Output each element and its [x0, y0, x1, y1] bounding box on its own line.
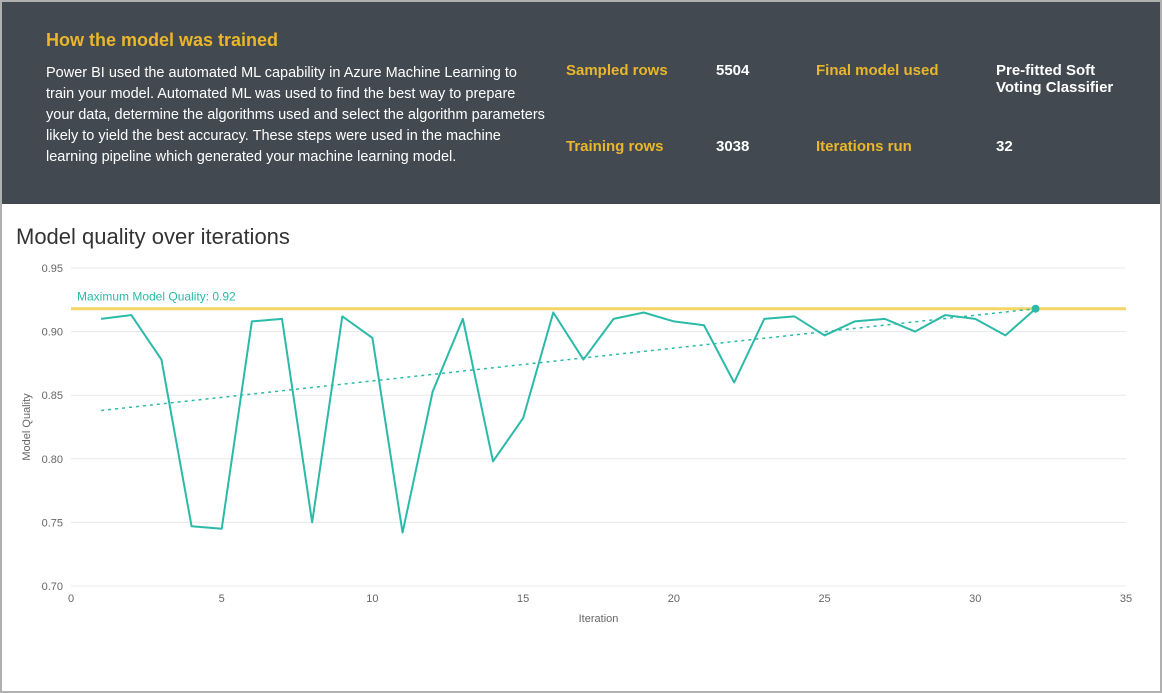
stat-iterations-label: Iterations run — [816, 138, 986, 169]
chart-title: Model quality over iterations — [16, 224, 1146, 250]
svg-text:0.70: 0.70 — [42, 581, 63, 593]
svg-text:25: 25 — [818, 593, 830, 605]
stat-sampled-value: 5504 — [716, 62, 806, 110]
chart-section: Model quality over iterations 0.700.750.… — [2, 204, 1160, 638]
svg-text:15: 15 — [517, 593, 529, 605]
svg-text:0.90: 0.90 — [42, 327, 63, 339]
training-stats-grid: Sampled rows 5504 Final model used Pre-f… — [566, 30, 1116, 168]
stat-iterations-value: 32 — [996, 138, 1116, 169]
svg-text:Model Quality: Model Quality — [21, 393, 33, 461]
model-quality-chart[interactable]: 0.70 0.75 0.80 0.85 0.90 0.95 0 5 10 15 20 25 30 35 It… — [16, 258, 1146, 628]
stat-training-value: 3038 — [716, 138, 806, 169]
svg-text:0.75: 0.75 — [42, 517, 63, 529]
svg-text:10: 10 — [366, 593, 378, 605]
svg-text:0.95: 0.95 — [42, 263, 63, 275]
svg-text:30: 30 — [969, 593, 981, 605]
training-description: How the model was trained Power BI used … — [46, 30, 566, 168]
training-body: Power BI used the automated ML capabilit… — [46, 63, 546, 168]
report-frame: How the model was trained Power BI used … — [0, 0, 1162, 693]
svg-text:20: 20 — [668, 593, 680, 605]
chart-container[interactable]: 0.70 0.75 0.80 0.85 0.90 0.95 0 5 10 15 20 25 30 35 It… — [16, 258, 1146, 628]
svg-text:Maximum Model Quality: 0.92: Maximum Model Quality: 0.92 — [77, 290, 236, 304]
stat-finalmodel-label: Final model used — [816, 62, 986, 110]
stat-sampled-label: Sampled rows — [566, 62, 706, 110]
svg-text:5: 5 — [219, 593, 225, 605]
svg-text:0.85: 0.85 — [42, 390, 63, 402]
svg-text:0: 0 — [68, 593, 74, 605]
stat-finalmodel-value: Pre-fitted Soft Voting Classifier — [996, 62, 1116, 110]
training-summary-panel: How the model was trained Power BI used … — [2, 2, 1160, 204]
svg-text:35: 35 — [1120, 593, 1132, 605]
stat-training-label: Training rows — [566, 138, 706, 169]
training-title: How the model was trained — [46, 30, 566, 51]
svg-text:0.80: 0.80 — [42, 454, 63, 466]
svg-text:Iteration: Iteration — [579, 613, 619, 625]
